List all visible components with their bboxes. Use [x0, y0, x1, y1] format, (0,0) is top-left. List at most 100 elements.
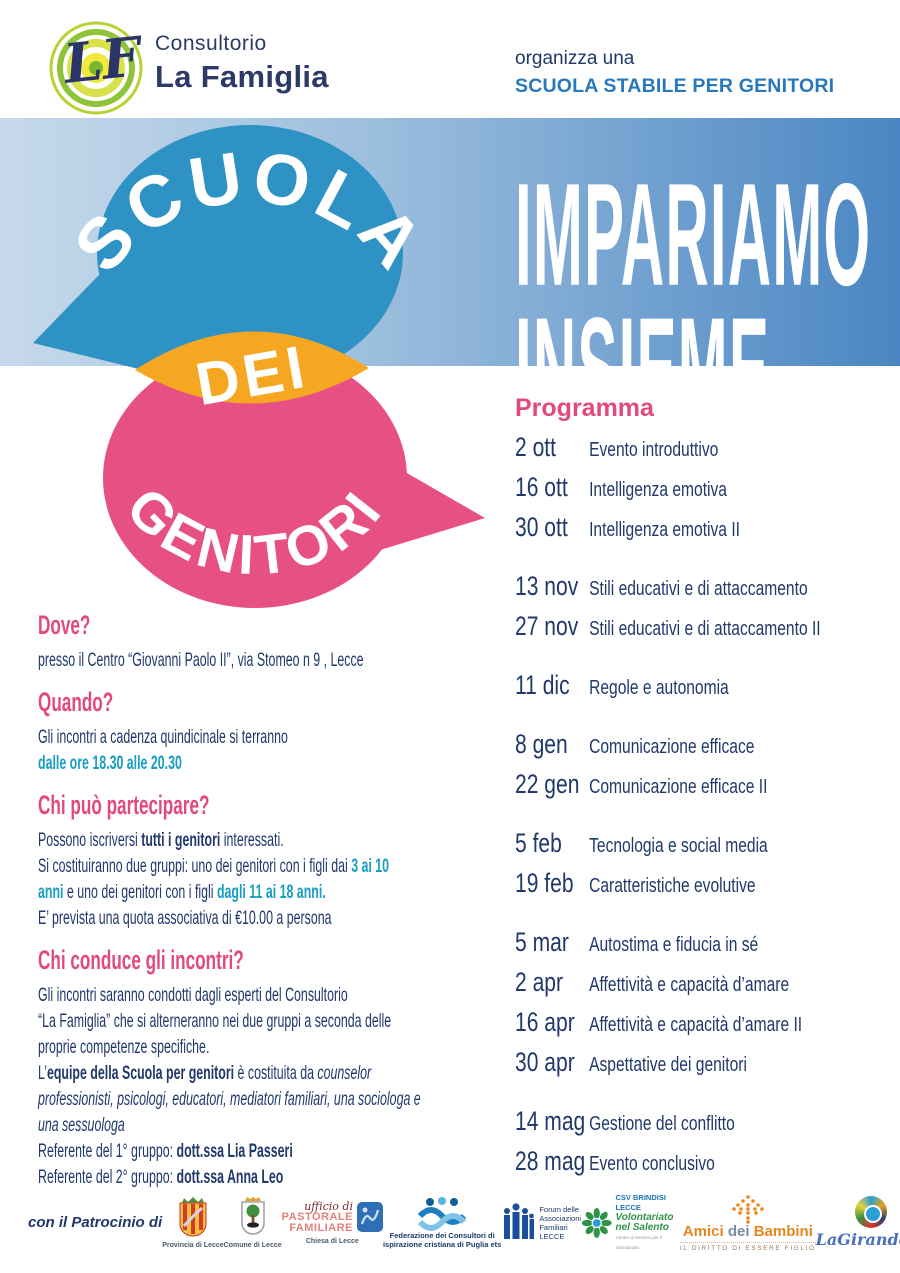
pastorale-familiare-logo: ufficio di PASTORALE FAMILIARE Chiesa di…	[282, 1201, 383, 1245]
pastorale-line3: FAMILIARE	[289, 1221, 353, 1234]
la-famiglia-logo: LF	[44, 18, 154, 118]
csv-salento-logo: CSV BRINDISI LECCE Volontariato nel Sale…	[581, 1193, 680, 1253]
program-date: 5 mar	[515, 927, 569, 957]
comune-caption: Comune di Lecce	[223, 1242, 282, 1249]
text-line: proprie competenze specifiche.	[38, 1036, 210, 1058]
forum-family-icon	[504, 1202, 535, 1239]
aibi-name: Amici dei Bambini	[683, 1224, 813, 1239]
info-column: Dove? presso il Centro “Giovanni Paolo I…	[38, 610, 508, 1190]
org-name-line1: Consultorio	[155, 32, 267, 55]
program-group: 11 dic Regole e autonomia	[515, 670, 889, 701]
provincia-lecce-logo: Provincia di Lecce	[162, 1196, 224, 1249]
text-line: L’equipe della Scuola per genitori è cos…	[38, 1062, 372, 1084]
provincia-shield-icon	[179, 1197, 207, 1237]
patrocinio-label: con il Patrocinio di	[28, 1214, 163, 1231]
text-line: Si costituiranno due gruppi: uno dei gen…	[38, 855, 390, 877]
program-topic: Aspettative dei genitori	[589, 1054, 747, 1076]
header-tagline: organizza una SCUOLA STABILE PER GENITOR…	[515, 48, 834, 98]
section-body-chi-conduce: Gli incontri saranno condotti dagli espe…	[38, 982, 508, 1190]
text-line: E’ prevista una quota associativa di €10…	[38, 907, 332, 929]
program-topic: Stili educativi e di attaccamento	[589, 578, 808, 600]
csv-line4: Centro di Servizio per il Volontariato	[615, 1234, 663, 1250]
org-name-line2: La Famiglia	[155, 59, 329, 94]
aibi-name-part3: Bambini	[753, 1222, 813, 1240]
headline: IMPARIAMO INSIEME	[515, 162, 871, 442]
program-group: 5 mar Autostima e fiducia in sé 2 apr Affet…	[515, 927, 889, 1078]
program-row: 14 mag Gestione del conflitto	[515, 1106, 889, 1137]
program-row: 2 apr Affettività e capacità d’amare	[515, 967, 889, 998]
federazione-icon	[417, 1196, 467, 1231]
section-body-chi-puo: Possono iscriversi tutti i genitori inte…	[38, 827, 508, 931]
federazione-consultori-logo: Federazione dei Consultori di ispirazion…	[382, 1196, 502, 1249]
tagline-line1: organizza una	[515, 48, 635, 69]
program-topic: Comunicazione efficace II	[589, 776, 768, 798]
program-date: 22 gen	[515, 769, 580, 799]
text-line: “La Famiglia” che si alterneranno nei du…	[38, 1010, 392, 1032]
concentric-circles-icon	[49, 21, 143, 115]
forum-text: Forum delle Associazioni Familiari LECCE	[539, 1205, 581, 1241]
org-name: Consultorio La Famiglia	[155, 32, 329, 95]
section-title-chi-puo: Chi può partecipare?	[38, 790, 210, 820]
program-date: 8 gen	[515, 729, 568, 759]
program-date: 30 ott	[515, 512, 568, 542]
orange-lens	[135, 331, 369, 404]
program-row: 27 nov Stili educativi e di attaccamento …	[515, 611, 889, 642]
text-line: dalle ore 18.30 alle 20.30	[38, 752, 182, 774]
csv-line1: CSV BRINDISI LECCE	[615, 1192, 666, 1212]
section-body-dove: presso il Centro “Giovanni Paolo II”, vi…	[38, 647, 508, 673]
pastorale-line1: ufficio di	[304, 1199, 353, 1213]
program-title: Programma	[515, 394, 654, 422]
forum-line4: LECCE	[539, 1231, 565, 1241]
text-line: una sessuologa	[38, 1114, 125, 1136]
program-list: 2 ott Evento introduttivo 16 ott Intelligen…	[515, 432, 889, 1186]
csv-line3: nel Salento	[615, 1221, 669, 1233]
text-line: Possono iscriversi tutti i genitori inte…	[38, 829, 284, 851]
program-topic: Evento introduttivo	[589, 439, 719, 461]
program-date: 13 nov	[515, 571, 579, 601]
program-date: 11 dic	[515, 670, 570, 700]
program-row: 5 feb Tecnologia e social media	[515, 828, 889, 859]
text-line: Gli incontri saranno condotti dagli espe…	[38, 984, 348, 1006]
girandola-name: LaGirandola	[815, 1230, 900, 1249]
program-row: 8 gen Comunicazione efficace	[515, 729, 889, 760]
aibi-dots-tree-icon	[732, 1194, 764, 1224]
program-topic: Gestione del conflitto	[589, 1113, 735, 1135]
federazione-caption2: ispirazione cristiana di Puglia ets	[382, 1239, 502, 1249]
pastorale-line2: PASTORALE	[281, 1210, 353, 1223]
forum-line1: Forum delle	[539, 1204, 579, 1214]
program-date: 30 apr	[515, 1047, 575, 1077]
program-date: 28 mag	[515, 1146, 586, 1176]
program-topic: Comunicazione efficace	[589, 736, 755, 758]
program-row: 11 dic Regole e autonomia	[515, 670, 889, 701]
pastorale-ornament-icon	[356, 1202, 383, 1232]
federazione-caption1: Federazione dei Consultori di	[389, 1230, 495, 1240]
program-group: 8 gen Comunicazione efficace 22 gen Comunic…	[515, 729, 889, 800]
pastorale-caption: Chiesa di Lecce	[305, 1237, 359, 1245]
csv-pinwheel-icon	[581, 1207, 612, 1238]
program-group: 5 feb Tecnologia e social media 19 feb Cara…	[515, 828, 889, 899]
program-topic: Regole e autonomia	[589, 677, 729, 699]
program-date: 16 ott	[515, 472, 568, 502]
program-row: 2 ott Evento introduttivo	[515, 432, 889, 463]
text-line: Referente del 2° gruppo: dott.ssa Anna L…	[38, 1166, 284, 1188]
program-row: 28 mag Evento conclusivo	[515, 1146, 889, 1177]
footer-logos: con il Patrocinio di Provincia di Lecce …	[28, 1180, 900, 1265]
program-topic: Intelligenza emotiva II	[589, 519, 740, 541]
text-line: anni e uno dei genitori con i figli dagl…	[38, 881, 326, 903]
speech-bubbles-logo: SCUOLA DEI GENITORI	[33, 125, 485, 608]
program-date: 19 feb	[515, 868, 574, 898]
text-line: professionisti, psicologi, educatori, me…	[38, 1088, 421, 1110]
section-title-dove: Dove?	[38, 610, 91, 640]
program-row: 30 apr Aspettative dei genitori	[515, 1047, 889, 1078]
lf-monogram: LF	[60, 24, 144, 96]
pastorale-block: ufficio di PASTORALE FAMILIARE	[282, 1201, 383, 1234]
section-body-quando: Gli incontri a cadenza quindicinale si t…	[38, 724, 508, 776]
program-row: 22 gen Comunicazione efficace II	[515, 769, 889, 800]
program-row: 30 ott Intelligenza emotiva II	[515, 512, 889, 543]
pink-bubble	[103, 348, 407, 608]
program-group: 2 ott Evento introduttivo 16 ott Intelligen…	[515, 432, 889, 543]
forum-line3: Familiari	[539, 1222, 568, 1232]
program-row: 13 nov Stili educativi e di attaccamento	[515, 571, 889, 602]
section-title-chi-conduce: Chi conduce gli incontri?	[38, 945, 244, 975]
